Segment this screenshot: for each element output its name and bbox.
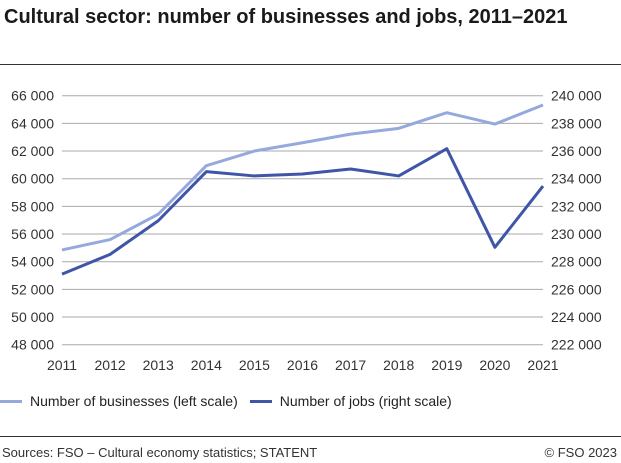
legend-swatch — [0, 399, 22, 403]
x-tick: 2014 — [191, 357, 222, 373]
y-tick-left: 64 000 — [11, 115, 54, 131]
copyright: © FSO 2023 — [544, 445, 617, 460]
x-tick: 2017 — [335, 357, 366, 373]
series-line-jobs — [61, 147, 545, 276]
y-tick-left: 58 000 — [11, 198, 54, 214]
y-tick-right: 224 000 — [551, 309, 602, 325]
y-tick-right: 230 000 — [551, 226, 602, 242]
y-tick-right: 236 000 — [551, 143, 602, 159]
legend: Number of businesses (left scale) Number… — [0, 393, 464, 409]
y-tick-left: 54 000 — [11, 254, 54, 270]
x-tick: 2016 — [287, 357, 318, 373]
y-tick-left: 62 000 — [11, 143, 54, 159]
legend-label: Number of businesses (left scale) — [30, 393, 238, 409]
x-tick: 2013 — [143, 357, 174, 373]
x-tick: 2019 — [431, 357, 462, 373]
series-line-businesses — [61, 103, 544, 252]
y-tick-left: 66 000 — [11, 88, 54, 104]
chart-title: Cultural sector: number of businesses an… — [4, 6, 568, 28]
top-divider — [0, 64, 621, 65]
legend-item-businesses: Number of businesses (left scale) — [0, 393, 238, 409]
x-tick: 2011 — [47, 357, 77, 373]
y-tick-right: 222 000 — [551, 337, 602, 353]
y-tick-right: 234 000 — [551, 171, 602, 187]
x-tick: 2021 — [527, 357, 558, 373]
y-tick-right: 240 000 — [551, 88, 602, 104]
y-tick-left: 50 000 — [11, 309, 54, 325]
x-tick: 2020 — [479, 357, 510, 373]
y-tick-left: 48 000 — [11, 337, 54, 353]
sources: Sources: FSO – Cultural economy statisti… — [2, 445, 318, 460]
x-tick: 2018 — [383, 357, 414, 373]
y-tick-right: 232 000 — [551, 198, 602, 214]
bottom-divider — [0, 436, 621, 437]
line-chart: 48 000 222 000 50 000 224 000 52 000 226 000 5… — [11, 88, 602, 373]
x-tick: 2015 — [239, 357, 270, 373]
legend-label: Number of jobs (right scale) — [279, 393, 452, 409]
y-tick-left: 52 000 — [11, 281, 54, 297]
legend-item-jobs: Number of jobs (right scale) — [249, 393, 452, 409]
y-tick-right: 228 000 — [551, 254, 602, 270]
y-tick-left: 60 000 — [11, 171, 54, 187]
y-tick-right: 226 000 — [551, 281, 602, 297]
legend-swatch — [249, 399, 272, 403]
x-tick: 2012 — [95, 357, 126, 373]
y-tick-right: 238 000 — [551, 115, 602, 131]
y-tick-left: 56 000 — [11, 226, 54, 242]
